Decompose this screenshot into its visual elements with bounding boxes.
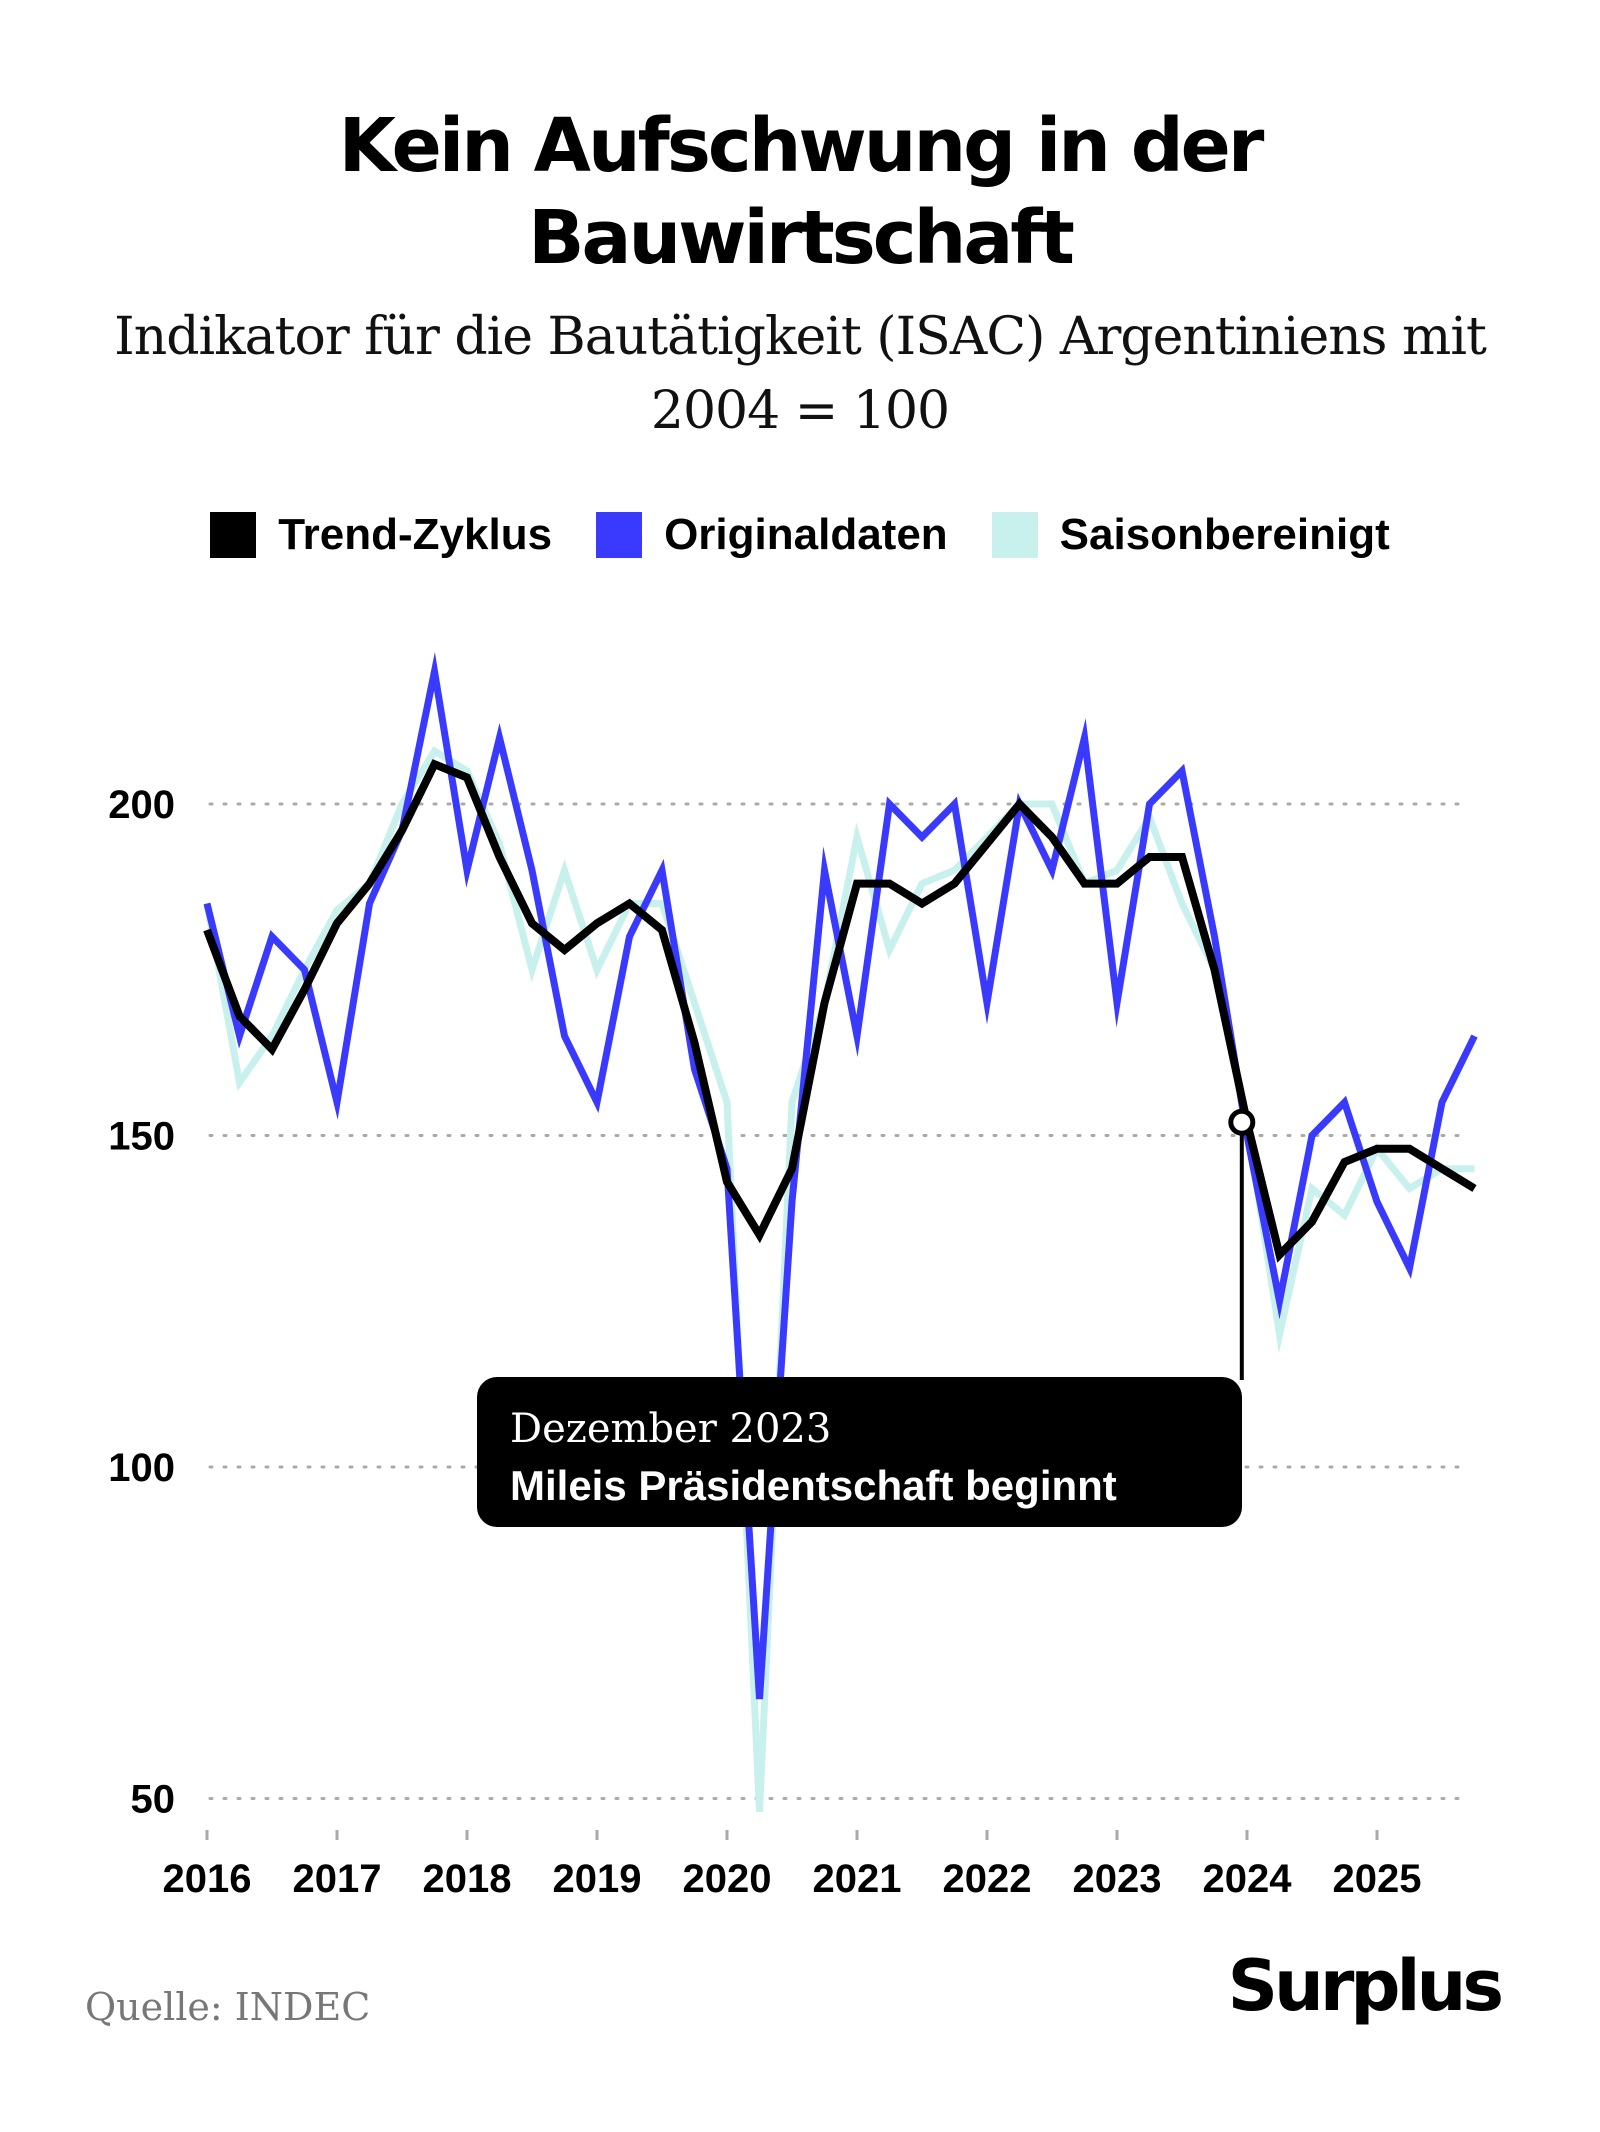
subtitle-line-1: Indikator für die Bautätigkeit (ISAC) Ar…	[114, 307, 1487, 367]
source-note: Quelle: INDEC	[85, 1985, 371, 2029]
annotation: Dezember 2023 Mileis Präsidentschaft beg…	[477, 1108, 1256, 1527]
annotation-date: Dezember 2023	[510, 1406, 831, 1452]
legend-swatch-seasonal	[991, 512, 1038, 558]
x-tick-label: 2019	[553, 1857, 642, 1901]
brand-logo: Surplus	[1227, 1945, 1504, 2027]
legend-item-seasonal: Saisonbereinigt	[991, 510, 1390, 560]
annotation-marker	[1228, 1108, 1256, 1136]
legend-item-original: Originaldaten	[596, 510, 948, 560]
y-tick-label: 100	[108, 1446, 175, 1490]
x-tick-label: 2016	[163, 1857, 252, 1901]
series-line-original	[203, 652, 1478, 1700]
legend-label-seasonal: Saisonbereinigt	[1059, 510, 1390, 559]
annotation-text: Mileis Präsidentschaft beginnt	[510, 1462, 1117, 1509]
series-line-trend	[203, 759, 1477, 1263]
x-axis-ticks: 2016 2017 2018 2019 2020 2021 2022 2023 2024 2025	[163, 1830, 1422, 1901]
x-tick-label: 2020	[683, 1857, 772, 1901]
legend-swatch-original	[596, 512, 643, 558]
legend-label-trend: Trend-Zyklus	[278, 510, 553, 559]
chart-title: Kein Aufschwung in der Bauwirtschaft	[0, 100, 1600, 284]
series-lines	[203, 652, 1478, 1812]
annotation-box	[477, 1377, 1242, 1527]
x-tick-label: 2017	[293, 1857, 382, 1901]
legend-label-original: Originaldaten	[664, 510, 948, 559]
title-line-1: Kein Aufschwung in der	[338, 103, 1265, 189]
legend-item-trend: Trend-Zyklus	[210, 510, 552, 560]
legend-swatch-trend	[210, 512, 257, 558]
legend: Trend-Zyklus Originaldaten Saisonbereini…	[0, 510, 1600, 560]
x-tick-label: 2018	[423, 1857, 512, 1901]
y-tick-label: 50	[131, 1778, 176, 1822]
chart-subtitle: Indikator für die Bautätigkeit (ISAC) Ar…	[60, 300, 1540, 448]
x-tick-label: 2022	[943, 1857, 1032, 1901]
y-tick-label: 200	[108, 783, 175, 827]
title-line-2: Bauwirtschaft	[528, 195, 1075, 281]
y-axis-ticks: 50 100 150 200	[108, 783, 175, 1822]
x-tick-label: 2025	[1333, 1857, 1422, 1901]
subtitle-line-2: 2004 = 100	[650, 381, 950, 441]
y-tick-label: 150	[108, 1115, 175, 1159]
x-tick-label: 2021	[813, 1857, 902, 1901]
x-tick-label: 2023	[1073, 1857, 1162, 1901]
x-tick-label: 2024	[1203, 1857, 1293, 1901]
